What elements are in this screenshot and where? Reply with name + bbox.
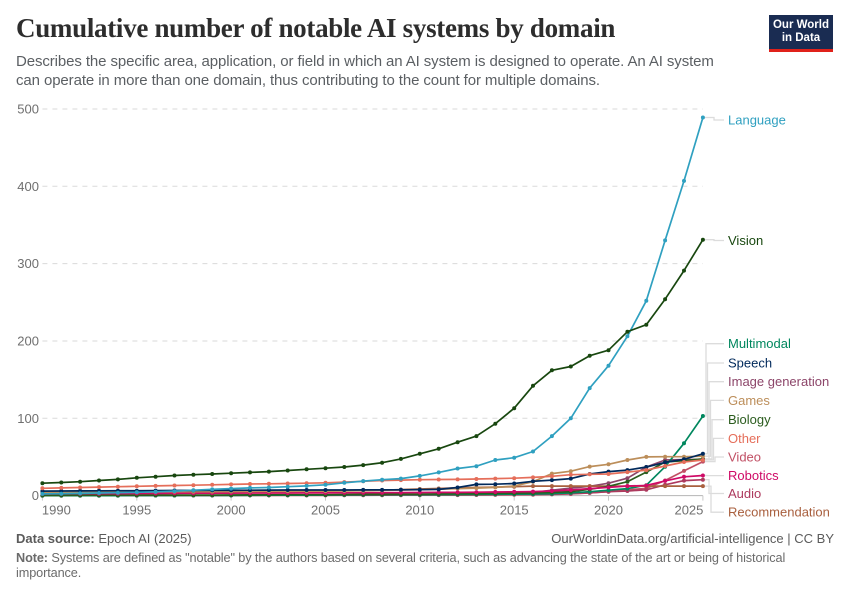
- svg-text:Vision: Vision: [728, 233, 763, 248]
- svg-text:2020: 2020: [594, 502, 623, 517]
- svg-text:100: 100: [17, 411, 39, 426]
- svg-text:Audio: Audio: [728, 486, 761, 501]
- svg-text:Language: Language: [728, 113, 786, 128]
- svg-text:Games: Games: [728, 393, 770, 408]
- svg-text:2005: 2005: [311, 502, 340, 517]
- svg-text:Speech: Speech: [728, 356, 772, 371]
- svg-text:Biology: Biology: [728, 412, 771, 427]
- svg-text:Image generation: Image generation: [728, 374, 829, 389]
- svg-text:500: 500: [17, 102, 39, 117]
- svg-text:Multimodal: Multimodal: [728, 336, 791, 351]
- svg-text:2000: 2000: [217, 502, 246, 517]
- svg-text:Other: Other: [728, 431, 761, 446]
- svg-text:400: 400: [17, 179, 39, 194]
- svg-text:2010: 2010: [405, 502, 434, 517]
- svg-text:Video: Video: [728, 450, 761, 465]
- svg-text:2025: 2025: [674, 502, 703, 517]
- svg-text:1990: 1990: [42, 502, 71, 517]
- svg-text:Recommendation: Recommendation: [728, 505, 830, 520]
- svg-text:200: 200: [17, 334, 39, 349]
- svg-text:300: 300: [17, 256, 39, 271]
- svg-text:1995: 1995: [122, 502, 151, 517]
- svg-text:2015: 2015: [500, 502, 529, 517]
- svg-text:Robotics: Robotics: [728, 468, 779, 483]
- svg-text:0: 0: [32, 488, 39, 503]
